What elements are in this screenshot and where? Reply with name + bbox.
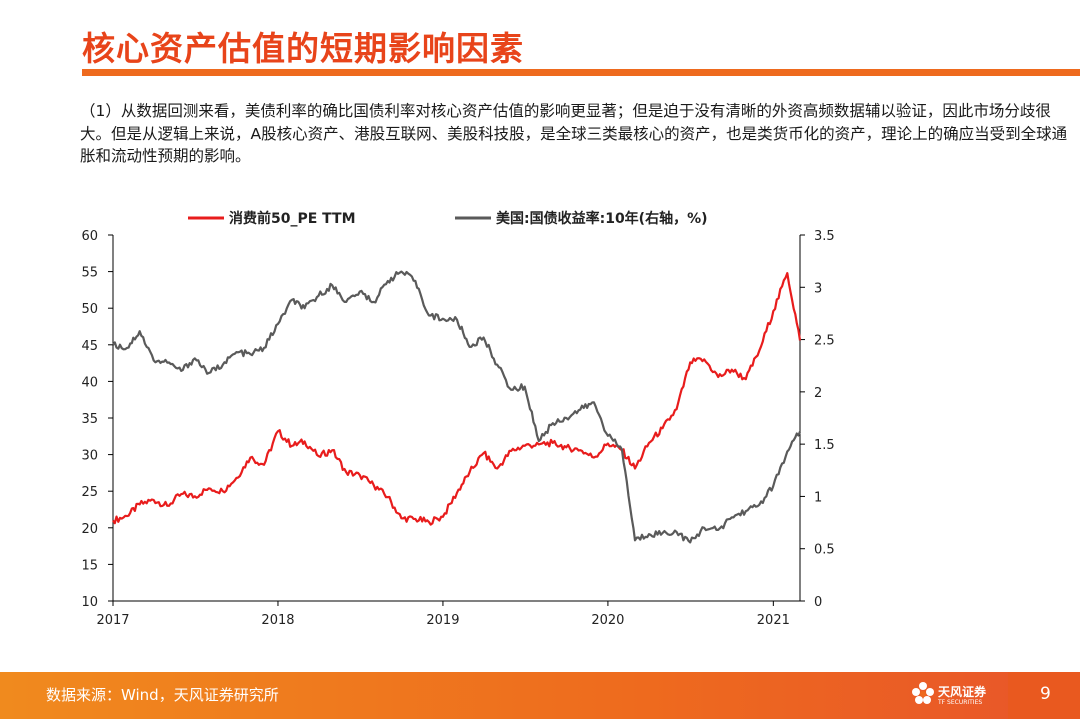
- left-tick-label: 60: [81, 229, 98, 244]
- x-tick-label: 2020: [591, 613, 624, 628]
- left-tick-label: 45: [81, 339, 98, 354]
- chart-svg: 10 15 20 25 30 35 40 45 50 55 60 0 0.5 1 1.5 2 2.5 3 3.5 20…: [81, 210, 835, 628]
- footer-corner-block: [1008, 672, 1080, 719]
- left-tick-label: 15: [81, 558, 98, 573]
- x-tick-label: 2017: [96, 613, 129, 628]
- right-tick-label: 2: [814, 386, 822, 401]
- data-source-note: 数据来源：Wind，天风证券研究所: [46, 686, 279, 704]
- logo-text: 天风证券: [938, 685, 987, 699]
- company-logo: 天风证券 TF SECURITIES: [910, 680, 1020, 712]
- right-tick-label: 3: [814, 281, 822, 296]
- left-tick-label: 25: [81, 485, 98, 500]
- legend-label: 消费前50_PE TTM: [229, 210, 356, 227]
- dual-axis-line-chart: 10 15 20 25 30 35 40 45 50 55 60 0 0.5 1 1.5 2 2.5 3 3.5 20…: [0, 200, 1080, 640]
- right-tick-label: 2.5: [814, 334, 835, 349]
- right-tick-label: 1: [814, 490, 822, 505]
- left-tick-label: 40: [81, 375, 98, 390]
- right-tick-label: 1.5: [814, 438, 835, 453]
- x-tick-label: 2018: [261, 613, 294, 628]
- left-tick-label: 35: [81, 412, 98, 427]
- logo-flower-icon: [912, 682, 934, 704]
- left-tick-label: 20: [81, 522, 98, 537]
- x-tick-label: 2019: [426, 613, 459, 628]
- right-tick-label: 3.5: [814, 229, 835, 244]
- series-line-us-10y-yield: [112, 270, 802, 544]
- series-line-pe-ttm: [112, 272, 802, 526]
- page-number: 9: [1040, 684, 1051, 704]
- legend-label: 美国:国债收益率:10年(右轴，%): [496, 210, 708, 227]
- title-underline: [82, 69, 1080, 76]
- left-tick-label: 55: [81, 266, 98, 281]
- right-tick-label: 0: [814, 595, 822, 610]
- left-tick-label: 50: [81, 302, 98, 317]
- x-tick-label: 2021: [757, 613, 790, 628]
- page-title: 核心资产估值的短期影响因素: [82, 29, 524, 68]
- left-tick-label: 30: [81, 449, 98, 464]
- right-tick-label: 0.5: [814, 543, 835, 558]
- body-paragraph: （1）从数据回测来看，美债利率的确比国债利率对核心资产估值的影响更显著；但是迫于…: [80, 102, 1068, 165]
- logo-subtext: TF SECURITIES: [938, 699, 983, 706]
- left-tick-label: 10: [81, 595, 98, 610]
- footer-bar: 数据来源：Wind，天风证券研究所 天风证券 TF SECURITIES 9: [0, 672, 1080, 719]
